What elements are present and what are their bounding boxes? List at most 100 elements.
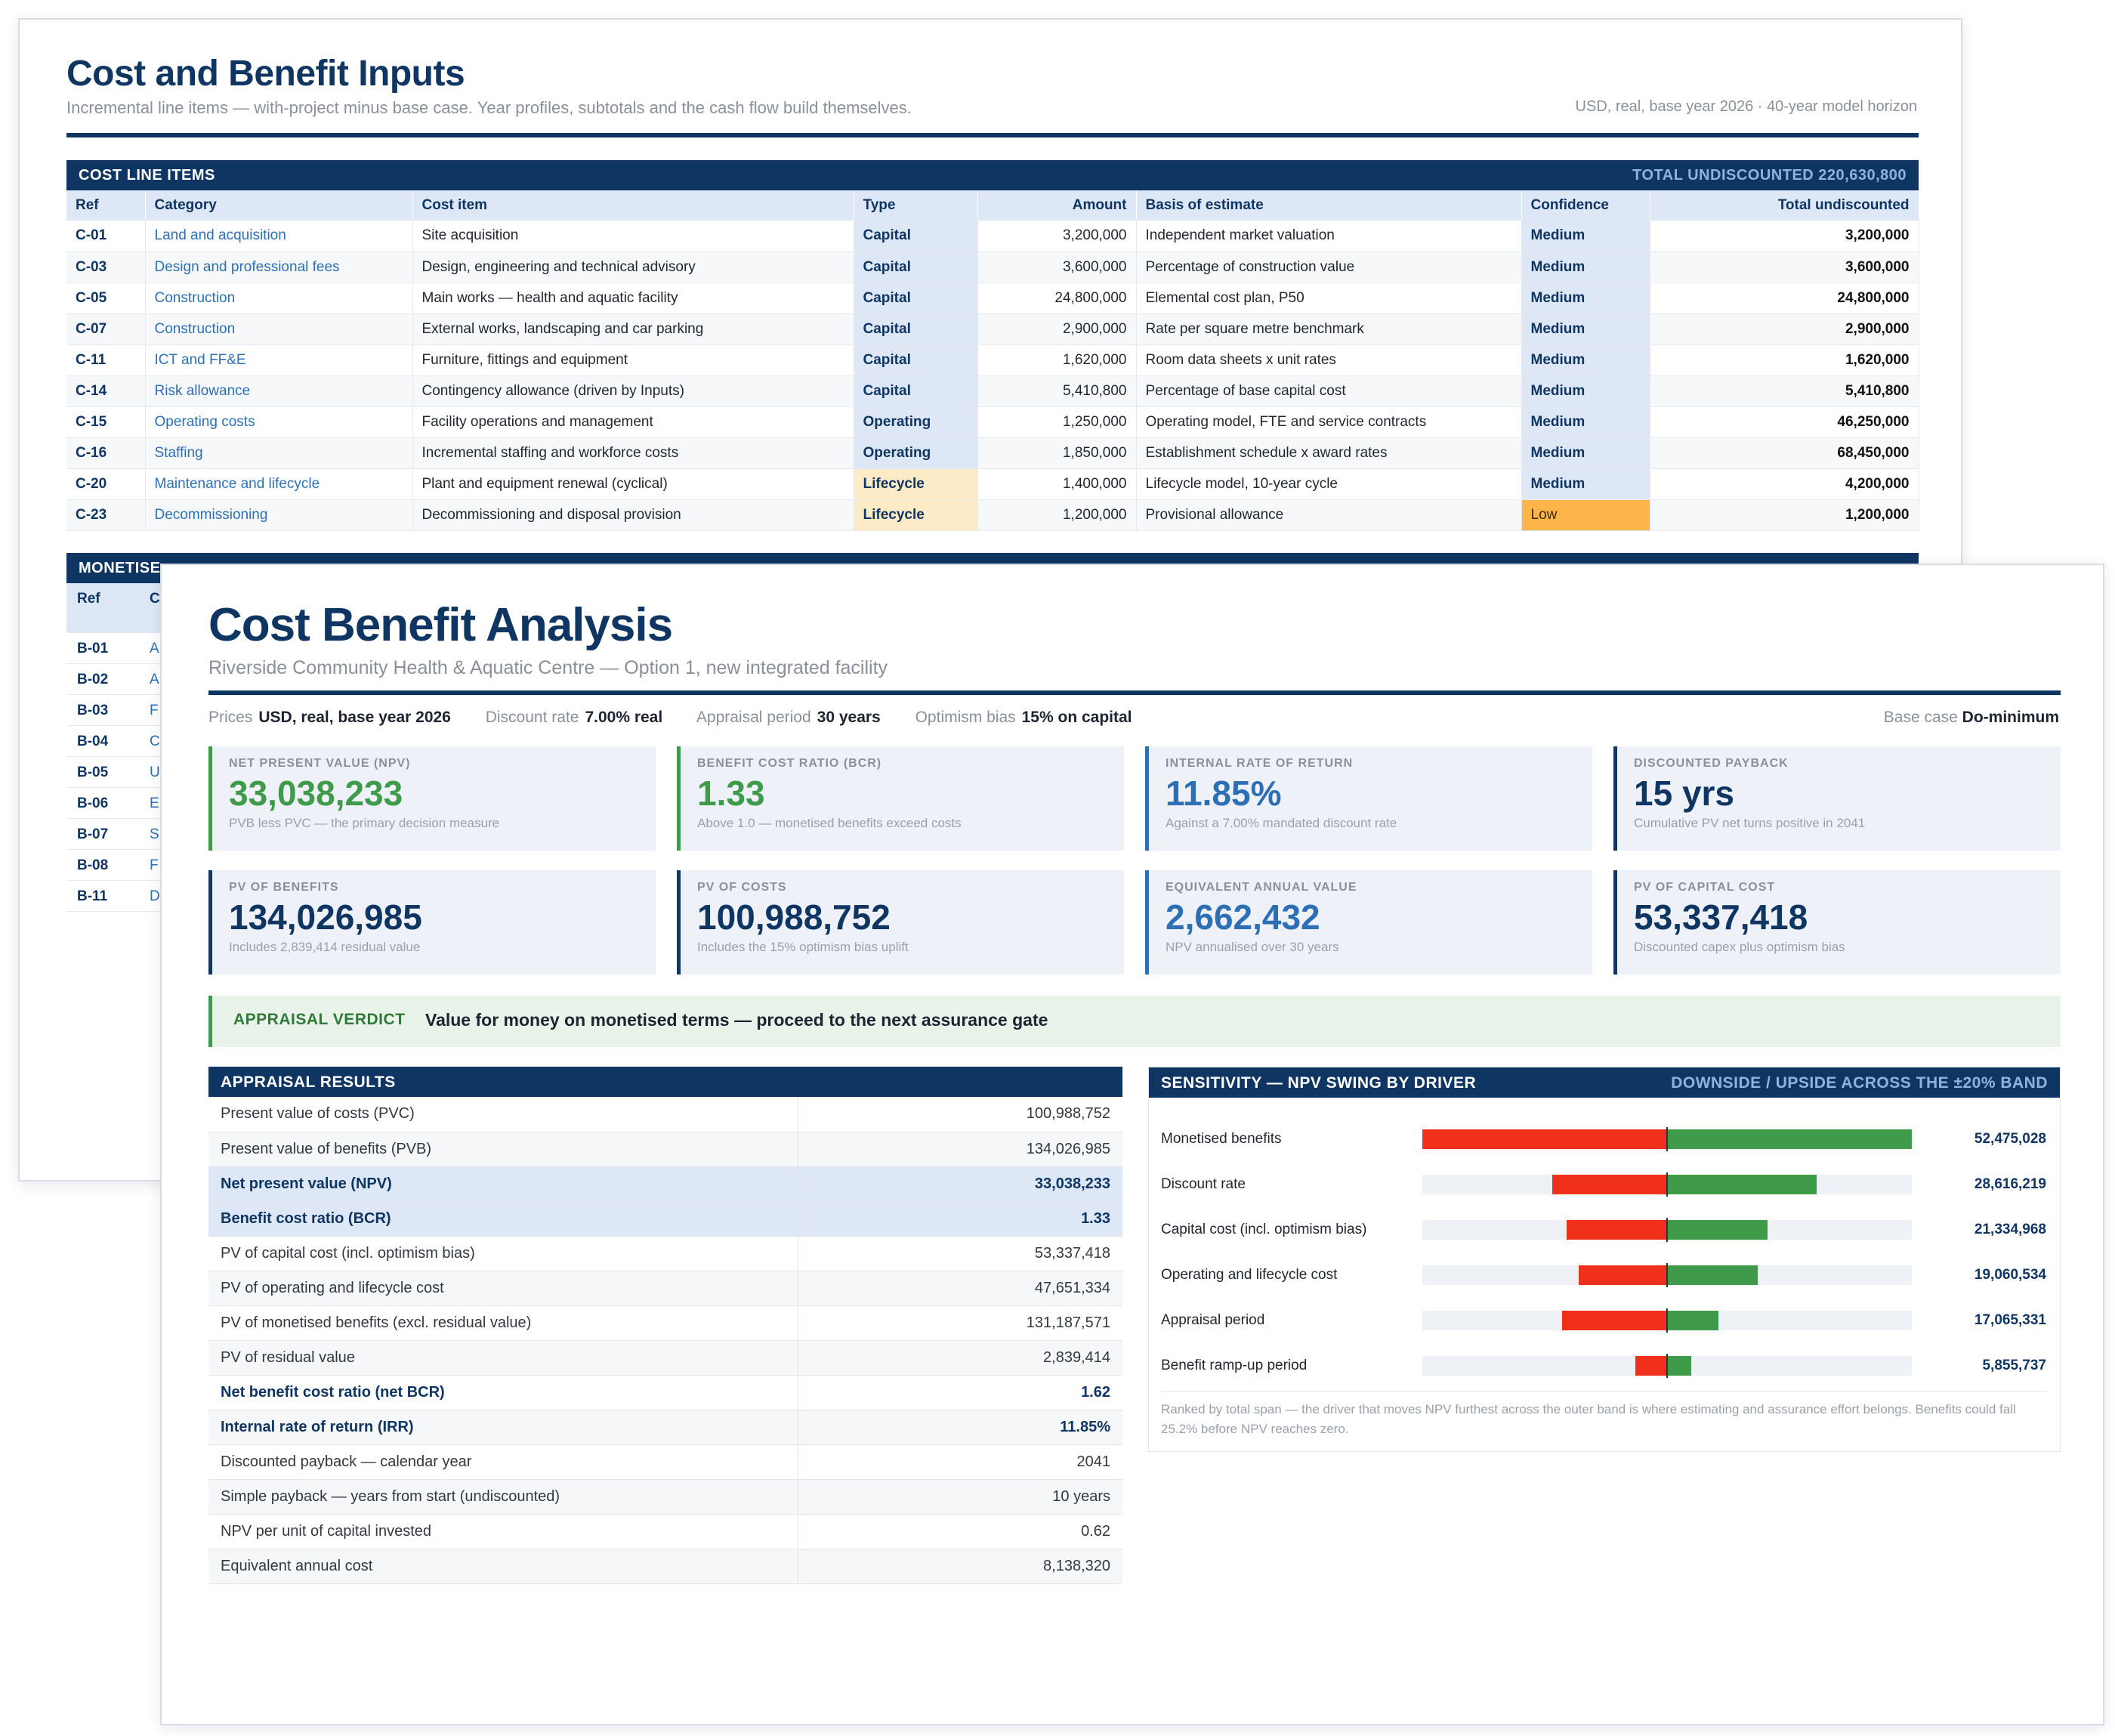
kpi-label: DISCOUNTED PAYBACK (1634, 757, 1789, 770)
cell-type: Operating (854, 437, 978, 469)
cell-amount: 1,850,000 (977, 437, 1137, 469)
cell-category-link[interactable]: Design and professional fees (145, 252, 413, 283)
table-row[interactable]: C-07 Construction External works, landscap… (66, 314, 1919, 345)
param-label: Discount rate (485, 709, 579, 726)
kpi-note: Includes the 15% optimism bias uplift (697, 940, 909, 954)
result-value: 11.85% (798, 1410, 1122, 1445)
table-row: Net benefit cost ratio (net BCR) 1.62 (208, 1375, 1122, 1410)
analysis-subtitle: Riverside Community Health & Aquatic Cen… (208, 657, 888, 678)
table-row[interactable]: C-05 Construction Main works — health and … (66, 283, 1919, 314)
table-row[interactable]: C-14 Risk allowance Contingency allowance … (66, 375, 1919, 407)
cell-basis: Independent market valuation (1136, 221, 1522, 252)
result-value: 2041 (798, 1444, 1122, 1480)
benefit-ref: B-05 (66, 757, 145, 788)
cell-amount: 1,250,000 (977, 406, 1137, 438)
sensitivity-subtitle: DOWNSIDE / UPSIDE ACROSS THE ±20% BAND (1671, 1074, 2048, 1092)
col-header-category[interactable]: Category (145, 190, 413, 221)
cost-table-header-band: COST LINE ITEMS TOTAL UNDISCOUNTED 220,6… (66, 160, 1919, 190)
col-header-total[interactable]: Total undiscounted (1650, 190, 1919, 221)
driver-label: Benefit ramp-up period (1161, 1358, 1308, 1373)
cell-category-link[interactable]: Construction (145, 283, 413, 314)
kpi-card: PV OF COSTS 100,988,752 Includes the 15% o… (677, 870, 1124, 975)
result-label: Present value of costs (PVC) (208, 1097, 798, 1132)
benefit-ref: B-07 (66, 819, 145, 850)
table-row[interactable]: C-03 Design and professional fees Design, … (66, 252, 1919, 283)
result-label: Simple payback — years from start (undis… (208, 1479, 798, 1515)
col-header-confidence[interactable]: Confidence (1521, 190, 1650, 221)
cell-category-link[interactable]: Construction (145, 314, 413, 345)
result-label: Present value of benefits (PVB) (208, 1132, 798, 1167)
cell-basis: Percentage of construction value (1136, 252, 1522, 283)
benefit-col-header-ref[interactable]: Ref (66, 583, 145, 633)
col-header-cost-item[interactable]: Cost item (412, 190, 854, 221)
cell-basis: Rate per square metre benchmark (1136, 314, 1522, 345)
cell-category-link[interactable]: Maintenance and lifecycle (145, 468, 413, 500)
cell-cost-item: Incremental staffing and workforce costs (412, 437, 854, 469)
benefit-ref: B-06 (66, 788, 145, 819)
cell-category-link[interactable]: Decommissioning (145, 499, 413, 531)
cell-confidence: Medium (1521, 406, 1650, 438)
driver-label: Capital cost (incl. optimism bias) (1161, 1222, 1367, 1237)
col-header-basis[interactable]: Basis of estimate (1136, 190, 1522, 221)
cell-total: 1,200,000 (1650, 499, 1919, 531)
cell-category-link[interactable]: Staffing (145, 437, 413, 469)
table-row: PV of residual value 2,839,414 (208, 1340, 1122, 1376)
driver-bar-track (1422, 1263, 1912, 1287)
cell-ref: C-11 (66, 344, 146, 376)
verdict-label: APPRAISAL VERDICT (233, 1011, 406, 1028)
cell-category-link[interactable]: ICT and FF&E (145, 344, 413, 376)
result-label: PV of monetised benefits (excl. residual… (208, 1305, 798, 1341)
kpi-label: BENEFIT COST RATIO (BCR) (697, 757, 882, 770)
result-label: PV of residual value (208, 1340, 798, 1376)
cell-type: Capital (854, 221, 978, 252)
benefit-table-title: MONETISE (79, 560, 161, 576)
driver-label: Monetised benefits (1161, 1131, 1282, 1147)
downside-bar (1635, 1356, 1667, 1376)
cell-confidence: Medium (1521, 468, 1650, 500)
benefit-ref: B-03 (66, 695, 145, 726)
sensitivity-row: Capital cost (incl. optimism bias) 21,334… (1149, 1218, 2060, 1242)
appraisal-parameters: Prices USD, real, base year 2026 Discount… (208, 709, 1162, 727)
table-row[interactable]: C-11 ICT and FF&E Furniture, fittings and … (66, 344, 1919, 376)
downside-bar (1552, 1175, 1667, 1194)
cell-confidence: Medium (1521, 252, 1650, 283)
table-row[interactable]: C-15 Operating costs Facility operations a… (66, 406, 1919, 438)
benefit-ref: B-01 (66, 633, 145, 664)
downside-bar (1567, 1220, 1667, 1240)
result-label: NPV per unit of capital invested (208, 1514, 798, 1549)
param-value: USD, real, base year 2026 (258, 709, 451, 726)
result-value: 1.33 (798, 1201, 1122, 1237)
col-header-amount[interactable]: Amount (977, 190, 1137, 221)
param-value: 15% on capital (1021, 709, 1132, 726)
cell-category-link[interactable]: Operating costs (145, 406, 413, 438)
cell-category-link[interactable]: Land and acquisition (145, 221, 413, 252)
col-header-ref[interactable]: Ref (66, 190, 146, 221)
sensitivity-row: Benefit ramp-up period 5,855,737 (1149, 1354, 2060, 1378)
result-value: 134,026,985 (798, 1132, 1122, 1167)
table-row[interactable]: C-23 Decommissioning Decommissioning and d… (66, 499, 1919, 531)
cell-total: 3,600,000 (1650, 252, 1919, 283)
cell-type: Lifecycle (854, 468, 978, 500)
sensitivity-row: Discount rate 28,616,219 (1149, 1172, 2060, 1197)
table-row[interactable]: C-16 Staffing Incremental staffing and wor… (66, 437, 1919, 469)
cost-line-items-table: Ref Category Cost item Type Amount Basis… (66, 190, 1919, 531)
driver-span-value: 19,060,534 (1974, 1267, 2046, 1283)
result-label: Benefit cost ratio (BCR) (208, 1201, 798, 1237)
sensitivity-header-band: SENSITIVITY — NPV SWING BY DRIVER DOWNSI… (1149, 1067, 2060, 1098)
downside-bar (1422, 1129, 1667, 1149)
table-row[interactable]: C-01 Land and acquisition Site acquisition… (66, 221, 1919, 252)
kpi-label: INTERNAL RATE OF RETURN (1166, 757, 1354, 770)
param-value: 30 years (817, 709, 881, 726)
cell-category-link[interactable]: Risk allowance (145, 375, 413, 407)
param-value: 7.00% real (585, 709, 663, 726)
base-case-value: Do-minimum (1962, 709, 2059, 726)
param-label: Optimism bias (915, 709, 1016, 726)
inputs-title: Cost and Benefit Inputs (66, 54, 465, 94)
driver-label: Operating and lifecycle cost (1161, 1267, 1338, 1283)
table-row[interactable]: C-20 Maintenance and lifecycle Plant and e… (66, 468, 1919, 500)
cell-amount: 3,200,000 (977, 221, 1137, 252)
cell-cost-item: Plant and equipment renewal (cyclical) (412, 468, 854, 500)
cell-basis: Percentage of base capital cost (1136, 375, 1522, 407)
col-header-type[interactable]: Type (854, 190, 978, 221)
result-value: 8,138,320 (798, 1549, 1122, 1584)
